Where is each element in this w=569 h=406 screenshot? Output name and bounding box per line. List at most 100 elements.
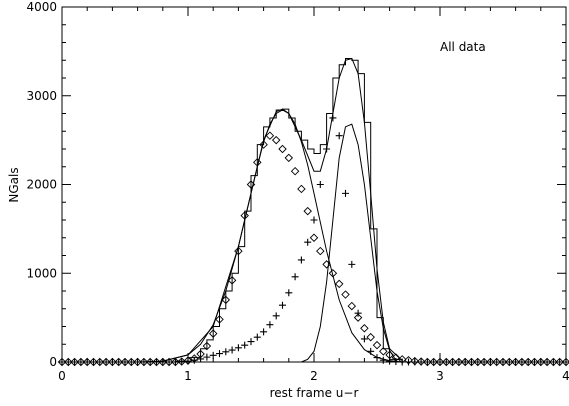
plus-point	[285, 289, 293, 297]
diamond-point	[341, 290, 350, 299]
plus-point	[291, 273, 299, 281]
diamond-point	[360, 324, 369, 333]
diamond-point	[379, 347, 388, 356]
plus-point	[121, 358, 129, 366]
plus-point	[505, 358, 513, 366]
diamond-point	[208, 329, 218, 338]
plus-point	[209, 351, 217, 359]
plus-point	[146, 358, 154, 366]
diamond-point	[530, 357, 539, 367]
plus-point	[348, 260, 356, 268]
y-tick-label: 1000	[26, 266, 57, 280]
plus-point	[272, 312, 280, 320]
plus-point	[71, 358, 79, 366]
plus-point	[423, 358, 431, 366]
diamond-point	[303, 206, 312, 216]
y-tick-label: 4000	[26, 0, 57, 14]
diamond-point	[328, 269, 338, 278]
diamond-point	[347, 301, 357, 311]
diamond-point	[152, 357, 161, 367]
diamond-point	[542, 357, 552, 367]
diamond-point	[479, 357, 489, 367]
x-tick-label: 1	[184, 369, 192, 383]
plus-point	[83, 358, 91, 366]
diamond-point	[234, 246, 243, 256]
plus-point	[108, 358, 116, 366]
diamond-point	[549, 357, 558, 367]
diamond-point	[486, 357, 495, 367]
plus-point	[442, 358, 450, 366]
annotation: All data	[440, 40, 486, 54]
plus-point	[493, 358, 501, 366]
diamond-point	[246, 180, 256, 189]
diamond-point	[108, 357, 117, 367]
diamond-point	[423, 357, 432, 367]
x-axis-label: rest frame u−r	[270, 386, 359, 400]
plus-point	[461, 358, 469, 366]
diamond-point	[278, 144, 287, 154]
diamond-point	[517, 357, 527, 367]
plus-point	[562, 358, 569, 366]
diamond-point	[64, 357, 73, 367]
diamond-point	[435, 357, 445, 367]
plus-point	[127, 358, 135, 366]
plus-point	[480, 358, 488, 366]
plus-point	[96, 358, 104, 366]
plus-point	[417, 358, 425, 366]
diamond-point	[316, 246, 325, 256]
diamond-point	[467, 357, 476, 367]
plus-point	[297, 256, 305, 264]
diamond-point	[334, 279, 344, 289]
plus-point	[518, 358, 526, 366]
diamond-point	[366, 332, 375, 342]
diamond-point	[265, 131, 275, 140]
histogram-step-line	[162, 57, 403, 363]
diamond-point	[372, 340, 382, 350]
curve-line-1	[137, 109, 403, 363]
diamond-point	[70, 357, 79, 367]
plus-point	[486, 358, 494, 366]
diamond-point	[127, 357, 136, 367]
diamond-point	[101, 357, 111, 367]
plus-point	[140, 358, 148, 366]
plus-point	[342, 189, 349, 197]
plus-point	[531, 358, 538, 366]
y-axis-label: NGals	[7, 167, 21, 202]
plus-point	[90, 358, 97, 366]
plus-point	[405, 358, 412, 366]
diamond-point	[297, 184, 306, 194]
plus-point	[77, 358, 85, 366]
plus-point	[398, 358, 406, 366]
plus-point	[153, 358, 160, 366]
plus-point	[354, 309, 362, 317]
plus-point	[367, 347, 375, 355]
diamond-point	[511, 357, 520, 367]
plus-point	[171, 358, 179, 366]
plus-point	[279, 301, 286, 309]
diamond-point	[492, 357, 501, 367]
diamond-point	[240, 211, 249, 220]
diamond-point	[505, 357, 514, 367]
diamond-point	[253, 158, 262, 167]
plus-point	[556, 358, 564, 366]
plus-point	[266, 321, 274, 329]
x-tick-label: 0	[58, 369, 66, 383]
plus-point	[64, 358, 72, 366]
diamond-point	[322, 260, 331, 269]
plus-point	[134, 358, 142, 366]
plus-point	[58, 358, 66, 366]
plus-point	[203, 353, 211, 361]
diamond-point	[536, 357, 546, 367]
plus-point	[430, 358, 438, 366]
plus-point	[543, 358, 551, 366]
curve-line-2	[301, 123, 397, 363]
curve-line-3	[162, 57, 403, 362]
plus-point	[386, 357, 394, 365]
diamond-point	[114, 357, 123, 367]
diamond-point	[215, 315, 224, 324]
plus-point	[329, 114, 337, 122]
plus-point	[436, 358, 444, 366]
y-tick-label: 0	[49, 355, 57, 369]
plus-point	[165, 358, 173, 366]
plus-point	[310, 216, 318, 224]
